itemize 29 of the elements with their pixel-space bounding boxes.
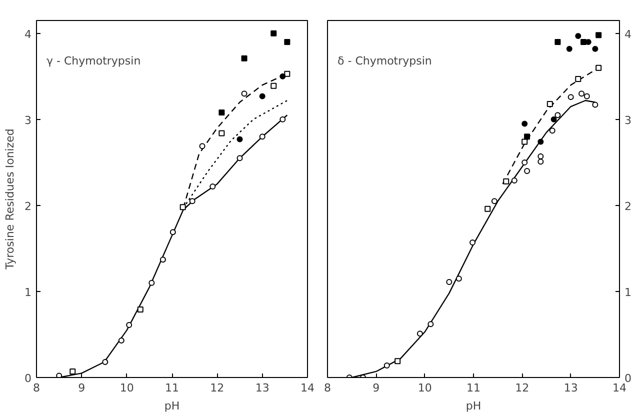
y2-tick-label: 3 [624,114,632,127]
y-tick-label: 0 [24,372,32,385]
y-tick-label: 2 [24,200,32,213]
x-tick-label: 12 [515,382,530,394]
y2-tick-label: 0 [624,372,632,385]
y-tick-label: 4 [24,28,32,41]
y2-tick-label: 2 [624,200,632,213]
y2-tick-label: 4 [624,28,632,41]
x-tick-label: 12 [210,382,224,394]
y-tick-label: 3 [24,114,32,127]
annotation: γ - Chymotrypsin [46,54,141,68]
x-tick-label: 14 [612,382,626,394]
x-axis-title: pH [164,400,180,412]
x-tick-label: 13 [564,382,578,394]
x-tick-label: 11 [466,382,480,394]
y2-tick-label: 1 [624,286,632,299]
y-axis-title: Tyrosine Residues Ionized [4,128,16,270]
annotation: δ - Chymotrypsin [338,54,432,68]
x-tick-label: 11 [165,382,179,394]
x-tick-label: 13 [255,382,270,394]
x-tick-label: 10 [120,382,134,394]
x-tick-label: 8 [324,382,331,394]
y-tick-label: 1 [24,286,32,299]
x-tick-label: 10 [418,382,432,394]
x-tick-label: 14 [300,382,314,394]
x-tick-label: 9 [78,382,86,394]
x-axis-title: pH [466,400,482,412]
x-tick-label: 9 [372,382,380,394]
x-tick-label: 8 [33,382,40,394]
